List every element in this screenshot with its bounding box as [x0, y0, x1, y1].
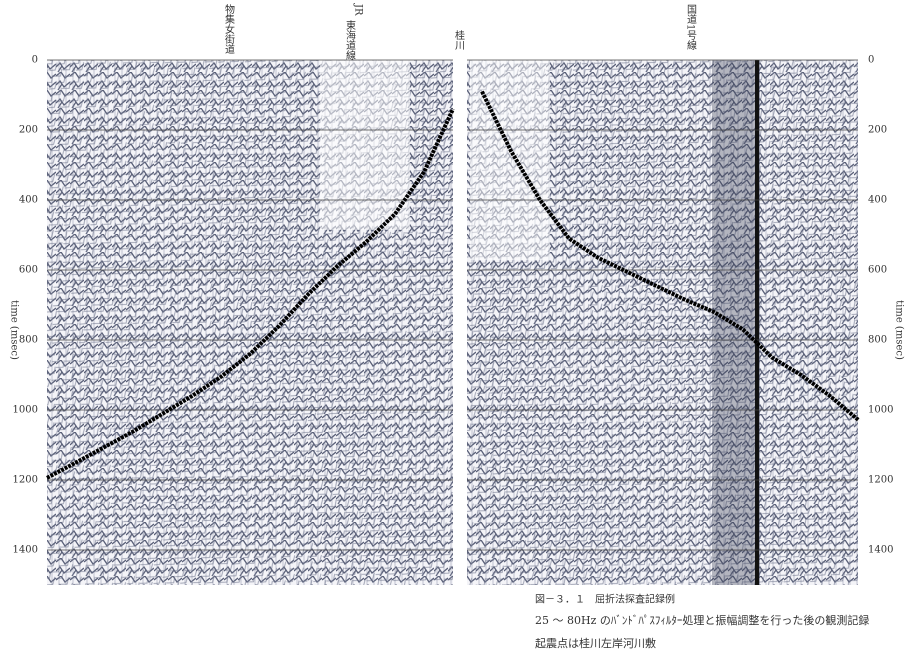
y-tick-label: 1000: [13, 405, 38, 416]
y-axis-label-right: time (msec): [894, 300, 905, 360]
y-tick-label-right: 800: [868, 335, 887, 346]
light-zone: [470, 60, 550, 260]
location-label: 桂川: [453, 29, 465, 50]
y-tick-label-right: 1000: [868, 405, 893, 416]
y-tick-label: 600: [19, 265, 38, 276]
caption: 図－３．１ 屈折法探査記録例: [535, 593, 675, 606]
vertical-line: [755, 60, 759, 585]
y-axis-label: time (msec): [9, 300, 20, 360]
record-panels: [47, 60, 858, 585]
y-tick-label-right: 400: [868, 195, 887, 206]
first-arrival-line: [46, 108, 455, 480]
location-label: JR: [353, 3, 364, 16]
y-tick-label: 800: [19, 335, 38, 346]
y-tick-label-right: 1400: [868, 545, 893, 556]
location-label: 国道1号線: [685, 4, 697, 51]
y-tick-label: 1200: [13, 475, 38, 486]
dark-band: [712, 60, 760, 585]
y-tick-label-right: 200: [868, 125, 887, 136]
note: 起震点は桂川左岸河川敷: [535, 636, 656, 650]
light-zone: [320, 60, 410, 230]
y-tick-label-right: 0: [868, 55, 874, 66]
y-tick-label: 200: [19, 125, 38, 136]
first-arrival-line: [480, 90, 861, 423]
location-label: 物集女街道: [223, 3, 235, 54]
y-tick-label: 1400: [13, 545, 38, 556]
location-label: 東海道線: [344, 19, 356, 60]
y-tick-label: 400: [19, 195, 38, 206]
y-tick-label: 0: [32, 55, 38, 66]
y-tick-label-right: 1200: [868, 475, 893, 486]
note: 25 ～ 80Hz のﾊﾞﾝﾄﾞﾊﾟｽﾌｨﾙﾀｰ処理と振幅調整を行った後の観測記…: [535, 613, 869, 627]
y-tick-label-right: 600: [868, 265, 887, 276]
